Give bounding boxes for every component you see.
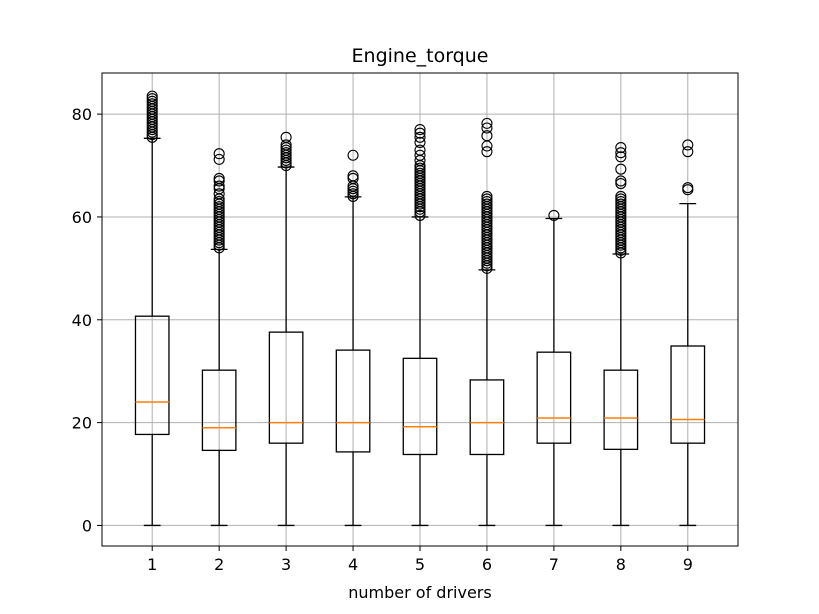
flier-4-2: [347, 185, 359, 197]
box-3: [268, 331, 304, 444]
flier-6-27: [481, 193, 493, 205]
flier-8-24: [615, 175, 627, 187]
box-2: [201, 369, 237, 452]
flier-2-18: [213, 195, 225, 208]
flier-2-16: [213, 201, 225, 213]
y-tick-label-60: 60: [72, 208, 92, 227]
chart-title: Engine_torque: [352, 45, 489, 67]
flier-8-25: [615, 163, 627, 175]
box-7: [536, 351, 572, 444]
flier-5-25: [414, 127, 426, 139]
flier-5-23: [414, 136, 426, 148]
flier-8-23: [615, 177, 627, 190]
flier-5-21: [414, 149, 426, 161]
flier-4-6: [347, 170, 359, 182]
flier-7-0: [548, 209, 560, 221]
flier-6-25: [481, 198, 493, 210]
x-tick-label-8: 8: [616, 555, 626, 574]
box-group-9: [670, 139, 706, 527]
flier-8-21: [615, 193, 627, 205]
flier-5-24: [414, 131, 426, 143]
flier-5-22: [414, 144, 426, 156]
flier-5-26: [414, 124, 426, 136]
box-group-1: [134, 90, 170, 527]
flier-6-32: [481, 122, 493, 134]
box-1: [134, 315, 170, 436]
flier-3-9: [280, 131, 292, 143]
flier-6-28: [481, 190, 493, 202]
flier-1-15: [146, 93, 158, 105]
x-tick-label-4: 4: [348, 555, 358, 574]
flier-3-5: [280, 147, 292, 159]
box-group-3: [268, 131, 304, 527]
x-axis-label: number of drivers: [348, 583, 491, 602]
flier-9-3: [682, 139, 694, 151]
box-6: [469, 379, 505, 456]
flier-3-6: [280, 144, 292, 156]
box-group-2: [201, 148, 237, 527]
flier-8-26: [615, 151, 627, 163]
box-5: [402, 357, 438, 456]
x-tick-label-5: 5: [415, 555, 425, 574]
box-group-4: [335, 149, 371, 527]
flier-6-31: [481, 130, 493, 142]
flier-8-28: [615, 141, 627, 154]
flier-5-18: [414, 162, 426, 174]
box-9: [670, 345, 706, 444]
box-group-6: [469, 117, 505, 527]
flier-8-20: [615, 195, 627, 208]
y-tick-label-0: 0: [82, 516, 92, 535]
flier-2-22: [213, 180, 225, 192]
x-tick-label-3: 3: [281, 555, 291, 574]
box-group-5: [402, 124, 438, 527]
flier-5-16: [414, 167, 426, 179]
flier-2-24: [213, 172, 225, 184]
flier-9-1: [682, 182, 694, 194]
flier-4-7: [347, 149, 359, 161]
box-group-7: [536, 209, 572, 527]
flier-9-2: [682, 146, 694, 158]
flier-8-19: [615, 198, 627, 210]
flier-4-5: [347, 172, 359, 184]
flier-8-27: [615, 147, 627, 159]
flier-6-29: [481, 146, 493, 158]
flier-2-26: [213, 148, 225, 160]
flier-5-0: [414, 209, 426, 221]
y-tick-label-40: 40: [72, 311, 92, 330]
x-tick-label-6: 6: [482, 555, 492, 574]
flier-4-1: [347, 188, 359, 200]
x-tick-label-7: 7: [549, 555, 559, 574]
flier-1-16: [146, 90, 158, 102]
x-tick-label-1: 1: [147, 555, 157, 574]
flier-2-25: [213, 153, 225, 165]
box-4: [335, 349, 371, 453]
x-tick-label-9: 9: [683, 555, 693, 574]
flier-2-20: [213, 188, 225, 200]
box-group-8: [603, 141, 639, 527]
y-tick-label-20: 20: [72, 414, 92, 433]
flier-3-8: [280, 139, 292, 151]
y-tick-label-80: 80: [72, 105, 92, 124]
flier-6-33: [481, 117, 493, 129]
flier-1-14: [146, 95, 158, 107]
box-8: [603, 369, 639, 450]
flier-8-22: [615, 190, 627, 202]
axis-layer: 0 20 40 60 80 1 2 3 4 5 6 7 8 9: [72, 105, 693, 574]
flier-1-13: [146, 98, 158, 110]
flier-2-23: [213, 175, 225, 187]
flier-6-26: [481, 195, 493, 208]
x-tick-label-2: 2: [214, 555, 224, 574]
box-layer: [134, 90, 706, 527]
